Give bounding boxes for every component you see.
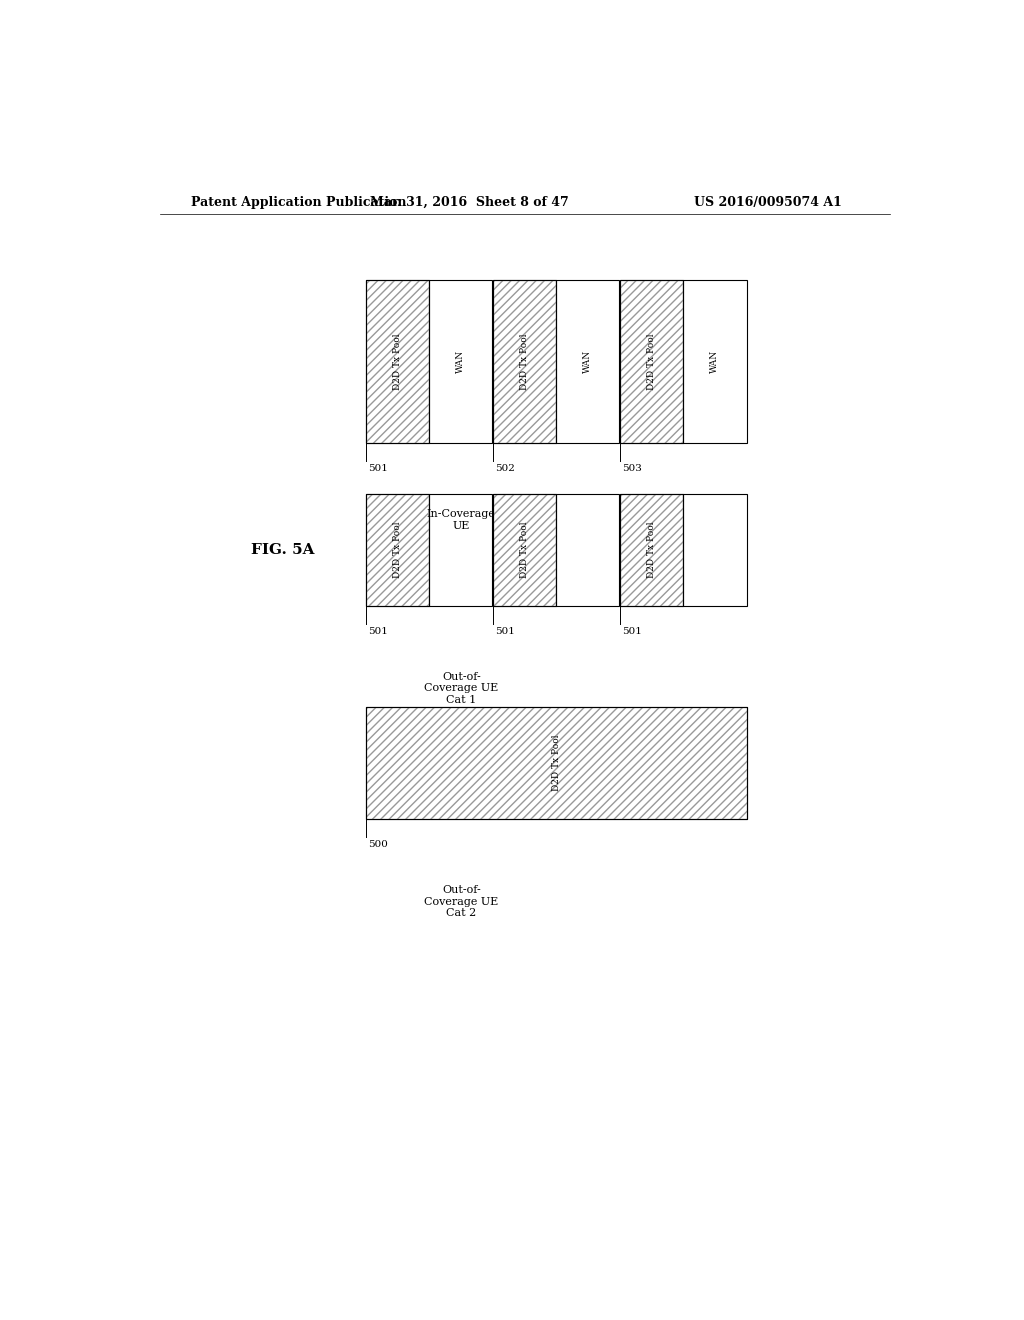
Text: 501: 501 xyxy=(369,627,388,636)
Bar xyxy=(620,280,683,444)
Text: FIG. 5A: FIG. 5A xyxy=(251,543,314,557)
Bar xyxy=(367,494,429,606)
Bar xyxy=(683,494,748,606)
Bar xyxy=(620,494,683,606)
Bar xyxy=(493,494,556,606)
Bar xyxy=(367,708,748,818)
Bar xyxy=(556,494,618,606)
Text: 502: 502 xyxy=(496,465,515,474)
Bar xyxy=(620,494,683,606)
Text: In-Coverage
UE: In-Coverage UE xyxy=(427,510,496,531)
Text: 501: 501 xyxy=(623,627,642,636)
Text: WAN: WAN xyxy=(583,350,592,374)
Bar xyxy=(367,494,429,606)
Bar xyxy=(367,280,429,444)
Text: D2D Tx Pool: D2D Tx Pool xyxy=(647,521,655,578)
Bar xyxy=(367,280,429,444)
Text: WAN: WAN xyxy=(456,350,465,374)
Bar xyxy=(620,280,683,444)
Bar xyxy=(493,494,556,606)
Text: 503: 503 xyxy=(623,465,642,474)
Text: 500: 500 xyxy=(369,841,388,849)
Text: D2D Tx Pool: D2D Tx Pool xyxy=(520,334,528,389)
Text: 501: 501 xyxy=(496,627,515,636)
Text: Mar. 31, 2016  Sheet 8 of 47: Mar. 31, 2016 Sheet 8 of 47 xyxy=(370,195,568,209)
Bar xyxy=(683,280,748,444)
Bar xyxy=(493,280,556,444)
Text: Patent Application Publication: Patent Application Publication xyxy=(191,195,407,209)
Bar xyxy=(367,708,748,818)
Text: WAN: WAN xyxy=(711,350,719,374)
Bar xyxy=(493,280,556,444)
Bar xyxy=(429,494,492,606)
Bar xyxy=(367,280,429,444)
Bar xyxy=(556,280,618,444)
Bar xyxy=(620,494,683,606)
Bar xyxy=(620,280,683,444)
Text: Out-of-
Coverage UE
Cat 1: Out-of- Coverage UE Cat 1 xyxy=(424,672,499,705)
Text: D2D Tx Pool: D2D Tx Pool xyxy=(393,334,402,389)
Text: D2D Tx Pool: D2D Tx Pool xyxy=(647,334,655,389)
Bar xyxy=(367,494,429,606)
Text: D2D Tx Pool: D2D Tx Pool xyxy=(520,521,528,578)
Text: D2D Tx Pool: D2D Tx Pool xyxy=(552,735,561,792)
Bar xyxy=(367,708,748,818)
Bar xyxy=(493,280,556,444)
Bar xyxy=(493,494,556,606)
Text: D2D Tx Pool: D2D Tx Pool xyxy=(393,521,402,578)
Text: Out-of-
Coverage UE
Cat 2: Out-of- Coverage UE Cat 2 xyxy=(424,886,499,919)
Bar xyxy=(429,280,492,444)
Text: US 2016/0095074 A1: US 2016/0095074 A1 xyxy=(694,195,842,209)
Text: 501: 501 xyxy=(369,465,388,474)
